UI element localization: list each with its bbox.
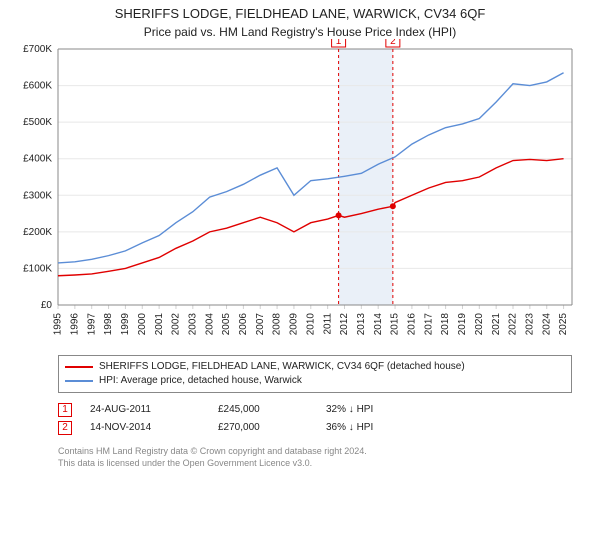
y-tick-label: £600K <box>23 81 52 92</box>
x-tick-label: 2023 <box>525 313 536 336</box>
sale-price: £270,000 <box>218 419 308 437</box>
x-tick-label: 2011 <box>322 313 333 335</box>
legend-swatch-blue <box>65 380 93 382</box>
x-tick-label: 2014 <box>373 313 384 336</box>
sale-date: 14-NOV-2014 <box>90 419 200 437</box>
marker-num-box: 1 <box>58 403 72 417</box>
x-tick-label: 2017 <box>423 313 434 336</box>
x-tick-label: 2003 <box>187 313 198 336</box>
sale-date: 24-AUG-2011 <box>90 401 200 419</box>
x-tick-label: 1998 <box>103 313 114 336</box>
attribution-line: Contains HM Land Registry data © Crown c… <box>58 445 572 457</box>
x-tick-label: 2020 <box>474 313 485 336</box>
x-tick-label: 2002 <box>171 313 182 336</box>
x-tick-label: 2018 <box>440 313 451 336</box>
table-row: 1 24-AUG-2011 £245,000 32% ↓ HPI <box>58 401 572 419</box>
x-tick-label: 2021 <box>491 313 502 336</box>
x-tick-label: 1996 <box>69 313 80 336</box>
x-tick-label: 2005 <box>221 313 232 336</box>
marker-dot <box>336 212 342 218</box>
legend-row: SHERIFFS LODGE, FIELDHEAD LANE, WARWICK,… <box>65 360 565 374</box>
titles: SHERIFFS LODGE, FIELDHEAD LANE, WARWICK,… <box>0 0 600 39</box>
x-tick-label: 2015 <box>390 313 401 336</box>
x-tick-label: 2006 <box>238 313 249 336</box>
table-row: 2 14-NOV-2014 £270,000 36% ↓ HPI <box>58 419 572 437</box>
marker-num: 2 <box>390 39 396 47</box>
y-tick-label: £400K <box>23 154 52 165</box>
legend-swatch-red <box>65 366 93 368</box>
sale-price: £245,000 <box>218 401 308 419</box>
x-tick-label: 2007 <box>255 313 266 336</box>
chart-title-1: SHERIFFS LODGE, FIELDHEAD LANE, WARWICK,… <box>0 6 600 21</box>
price-chart: £0 £100K £200K £300K £400K £500K £600K £700K 199… <box>0 39 600 349</box>
x-tick-label: 2013 <box>356 313 367 336</box>
x-tick-label: 1999 <box>120 313 131 336</box>
x-tick-label: 2024 <box>541 313 552 336</box>
y-tick-label: £100K <box>23 263 52 274</box>
x-tick-label: 1995 <box>53 313 64 336</box>
x-tick-label: 2012 <box>339 313 350 336</box>
x-tick-label: 2000 <box>137 313 148 336</box>
legend: SHERIFFS LODGE, FIELDHEAD LANE, WARWICK,… <box>58 355 572 393</box>
x-tick-label: 2010 <box>305 313 316 336</box>
x-tick-label: 2001 <box>154 313 165 336</box>
legend-row: HPI: Average price, detached house, Warw… <box>65 374 565 388</box>
marker-num-box: 2 <box>58 421 72 435</box>
y-tick-label: £300K <box>23 190 52 201</box>
legend-label: HPI: Average price, detached house, Warw… <box>99 374 302 388</box>
chart-container: SHERIFFS LODGE, FIELDHEAD LANE, WARWICK,… <box>0 0 600 469</box>
sale-delta: 32% ↓ HPI <box>326 401 426 419</box>
sale-delta: 36% ↓ HPI <box>326 419 426 437</box>
y-tick-label: £700K <box>23 44 52 55</box>
x-tick-label: 2009 <box>289 313 300 336</box>
x-tick-label: 2008 <box>272 313 283 336</box>
chart-title-2: Price paid vs. HM Land Registry's House … <box>0 25 600 39</box>
x-tick-label: 2004 <box>204 313 215 336</box>
x-tick-label: 2019 <box>457 313 468 336</box>
x-tick-label: 2016 <box>407 313 418 336</box>
y-tick-label: £200K <box>23 227 52 238</box>
x-tick-label: 2025 <box>558 313 569 336</box>
attribution-line: This data is licensed under the Open Gov… <box>58 457 572 469</box>
y-tick-label: £500K <box>23 117 52 128</box>
attribution: Contains HM Land Registry data © Crown c… <box>58 445 572 469</box>
y-tick-label: £0 <box>41 300 53 311</box>
x-tick-label: 2022 <box>508 313 519 336</box>
sales-table: 1 24-AUG-2011 £245,000 32% ↓ HPI 2 14-NO… <box>58 401 572 437</box>
annotation-band <box>339 49 393 305</box>
legend-label: SHERIFFS LODGE, FIELDHEAD LANE, WARWICK,… <box>99 360 465 374</box>
marker-dot <box>390 203 396 209</box>
marker-num: 1 <box>336 39 342 47</box>
x-tick-label: 1997 <box>86 313 97 336</box>
